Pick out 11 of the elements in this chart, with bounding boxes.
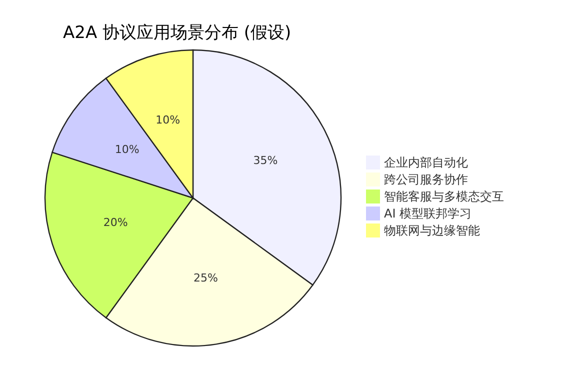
chart-title: A2A 协议应用场景分布 (假设) xyxy=(63,23,292,43)
legend-label: 物联网与边缘智能 xyxy=(384,224,480,238)
data-label: 10% xyxy=(114,143,140,156)
data-label: 25% xyxy=(194,271,218,284)
slice-label: 企业内部自动化 xyxy=(384,156,468,170)
data-label: 10% xyxy=(156,114,180,127)
legend-label: 智能客服与多模态交互 xyxy=(384,190,504,204)
legend-label: AI 模型联邦学习 xyxy=(384,206,472,220)
data-label: 35% xyxy=(253,154,278,168)
legend-label: 跨公司服务协作 xyxy=(384,172,468,186)
data-label: 20% xyxy=(103,216,128,230)
